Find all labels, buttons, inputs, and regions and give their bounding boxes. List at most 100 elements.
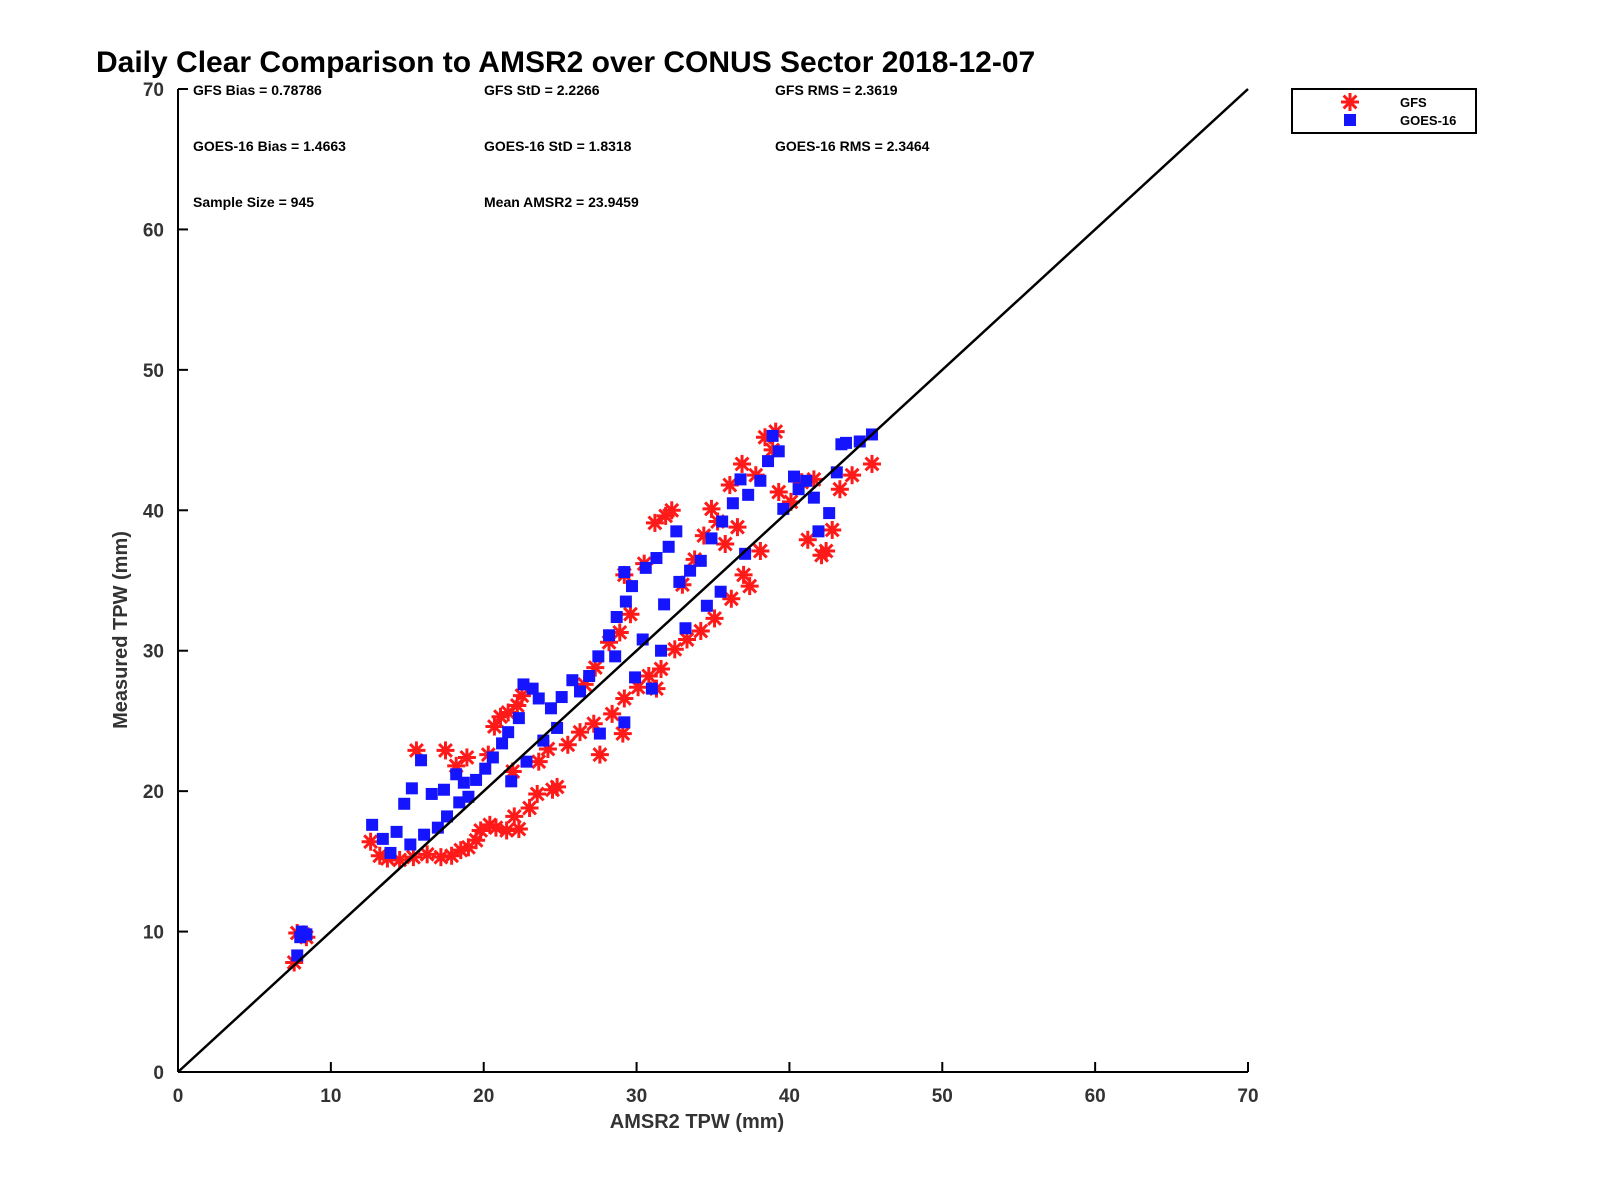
gfs-point [733, 564, 755, 586]
legend-box [1291, 88, 1477, 134]
y-tick-label: 70 [143, 80, 164, 101]
goes16-point [592, 650, 605, 663]
gfs-point [749, 540, 771, 562]
y-tick-label: 30 [143, 642, 164, 663]
gfs-std-text: GFS StD = 2.2266 [484, 82, 600, 98]
goes16-point [512, 712, 525, 725]
one-to-one-line [177, 88, 1249, 1073]
goes16-point [441, 810, 454, 823]
goes16-point [650, 552, 663, 565]
goes16-point [609, 650, 622, 663]
gfs-point [821, 519, 843, 541]
x-tick-label: 50 [932, 1086, 953, 1107]
legend: GFS GOES-16 [1291, 88, 1477, 134]
goes16-point [390, 825, 403, 838]
goes16-point [684, 564, 697, 577]
gfs-point [661, 499, 683, 521]
goes16-point [415, 754, 428, 767]
gfs-point [569, 721, 591, 743]
gfs-point [861, 453, 883, 475]
gfs-point [700, 498, 722, 520]
goes16-point [566, 674, 579, 687]
goes16-point [679, 622, 692, 635]
goes16-point [662, 540, 675, 553]
goes16-point [610, 611, 623, 624]
goes16-point [658, 598, 671, 611]
axis-ticks: 0 10 20 30 40 50 60 70 0 10 20 30 40 50 60 70 [143, 80, 1259, 1107]
goes16-point [670, 525, 683, 538]
x-tick-label: 0 [173, 1086, 184, 1107]
gfs-point [731, 453, 753, 475]
x-tick-label: 70 [1237, 1086, 1258, 1107]
goes16-point [555, 691, 568, 704]
goes16-point [792, 483, 805, 496]
goes16-point [766, 429, 779, 442]
goes-rms-text: GOES-16 RMS = 2.3464 [775, 138, 930, 154]
y-tick-label: 40 [143, 501, 164, 522]
goes16-point [655, 644, 668, 657]
gfs-point [526, 783, 548, 805]
goes16-point [462, 790, 475, 803]
goes16-point [496, 737, 509, 750]
chart-title: Daily Clear Comparison to AMSR2 over CON… [96, 46, 1035, 79]
gfs-point [650, 658, 672, 680]
gfs-point [704, 607, 726, 629]
gfs-point [435, 739, 456, 761]
legend-gfs-marker [1339, 91, 1361, 113]
goes16-point [517, 678, 530, 691]
goes16-point [762, 455, 775, 468]
gfs-point [690, 620, 712, 642]
goes16-point [772, 445, 785, 458]
goes16-point [520, 755, 533, 768]
plot-area [177, 89, 1248, 1073]
goes16-point [823, 507, 836, 520]
goes16-point [425, 787, 438, 800]
legend-gfs-label: GFS [1400, 95, 1427, 110]
goes16-point [742, 488, 755, 501]
x-tick-label: 60 [1085, 1086, 1106, 1107]
goes16-point [629, 671, 642, 684]
goes16-point [754, 474, 767, 487]
goes16-point [619, 595, 632, 608]
y-tick-label: 20 [143, 782, 164, 803]
gfs-point [664, 638, 686, 660]
gfs-point [619, 603, 641, 625]
y-tick-label: 50 [143, 361, 164, 382]
y-tick-label: 10 [143, 923, 164, 944]
gfs-point [546, 776, 568, 798]
legend-goes16-marker [1344, 114, 1356, 126]
goes16-point [739, 547, 752, 560]
goes16-point [593, 727, 606, 740]
goes16-point [639, 561, 652, 574]
goes16-point [788, 470, 801, 483]
gfs-bias-text: GFS Bias = 0.78786 [193, 82, 322, 98]
x-tick-label: 30 [626, 1086, 647, 1107]
goes16-point [618, 716, 631, 729]
goes16-point [532, 692, 545, 705]
gfs-point [726, 516, 748, 538]
goes16-point [839, 436, 852, 449]
goes16-point [502, 726, 515, 739]
goes16-point [734, 473, 747, 486]
goes16-point [645, 682, 658, 695]
goes16-point [716, 515, 729, 528]
y-axis-label: Measured TPW (mm) [110, 531, 132, 729]
goes16-point [705, 532, 718, 545]
x-axis-label: AMSR2 TPW (mm) [610, 1111, 784, 1133]
goes16-point [574, 685, 587, 698]
goes16-point [700, 599, 713, 612]
goes16-point [526, 682, 539, 695]
goes16-point [486, 751, 499, 764]
goes16-point [603, 629, 616, 642]
goes16-point [398, 797, 411, 810]
goes-std-text: GOES-16 StD = 1.8318 [484, 138, 632, 154]
gfs-point [768, 481, 790, 503]
goes16-point [694, 554, 707, 567]
goes16-point [404, 838, 417, 851]
goes16-point [457, 776, 470, 789]
goes16-point [726, 497, 739, 510]
goes16-point [544, 702, 557, 715]
gfs-point [503, 805, 525, 827]
goes16-point [384, 846, 397, 859]
